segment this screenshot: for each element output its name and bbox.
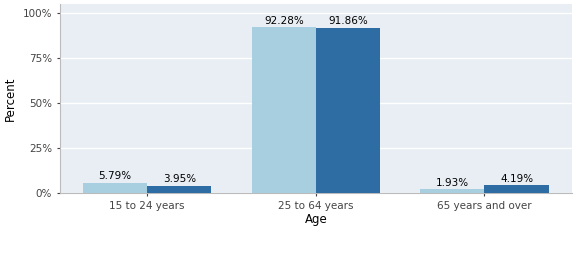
Text: 4.19%: 4.19% [500, 174, 533, 184]
Text: 1.93%: 1.93% [436, 178, 469, 188]
X-axis label: Age: Age [305, 213, 327, 226]
Bar [83, 183, 147, 193]
Text: 92.28%: 92.28% [264, 16, 304, 26]
Text: 5.79%: 5.79% [98, 171, 132, 181]
Text: 3.95%: 3.95% [162, 174, 196, 184]
Y-axis label: Percent: Percent [4, 76, 17, 121]
Bar [484, 185, 548, 193]
Bar [252, 27, 316, 193]
Bar [316, 28, 380, 193]
Bar [420, 189, 484, 193]
Bar [147, 186, 211, 193]
Text: 91.86%: 91.86% [328, 16, 367, 26]
